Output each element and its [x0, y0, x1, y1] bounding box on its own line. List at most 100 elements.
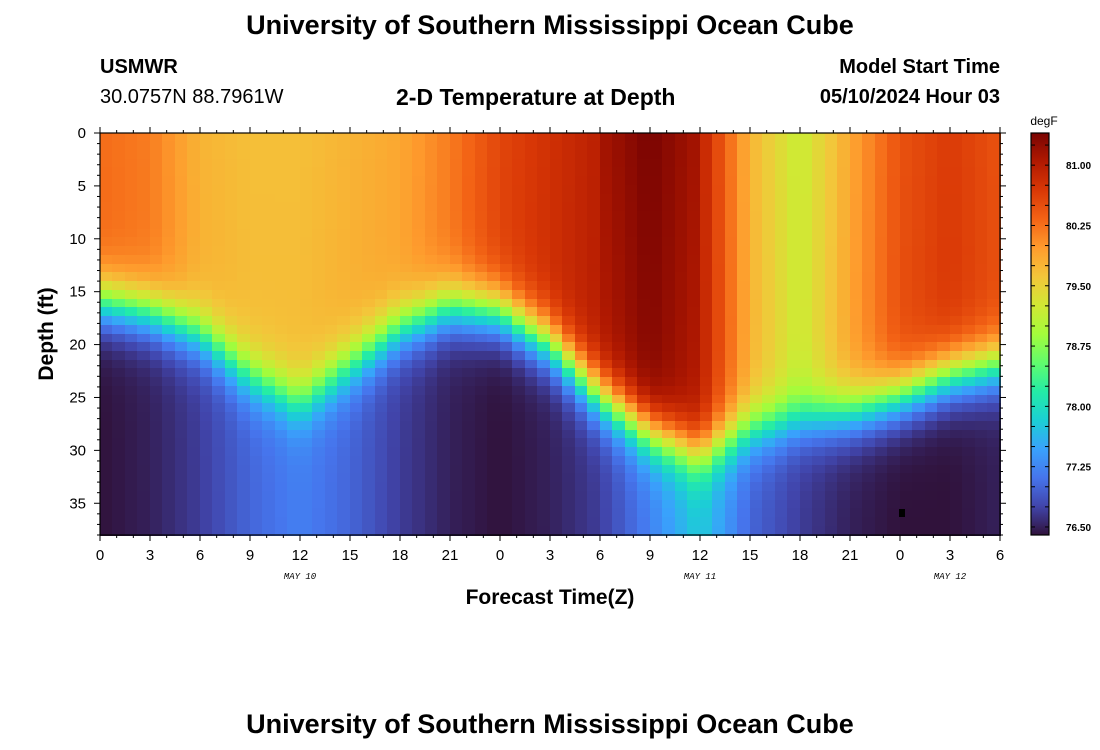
heatmap-cell: [250, 167, 264, 178]
heatmap-cell: [387, 255, 401, 266]
heatmap-cell: [425, 473, 439, 484]
heatmap-cell: [625, 334, 639, 344]
heatmap-cell: [787, 412, 801, 423]
heatmap-cell: [825, 229, 839, 239]
heatmap-cell: [200, 211, 214, 222]
heatmap-cell: [687, 377, 701, 388]
heatmap-cell: [550, 517, 564, 528]
heatmap-cell: [187, 325, 201, 335]
heatmap-cell: [875, 211, 889, 222]
heatmap-cell: [600, 500, 614, 510]
heatmap-cell: [487, 456, 501, 467]
heatmap-cell: [525, 412, 539, 423]
heatmap-cell: [550, 456, 564, 467]
heatmap-cell: [387, 430, 401, 440]
heatmap-cell: [837, 194, 851, 204]
heatmap-cell: [312, 360, 326, 370]
heatmap-cell: [550, 482, 564, 493]
heatmap-cell: [862, 395, 876, 405]
heatmap-cell: [862, 334, 876, 344]
heatmap-cell: [287, 325, 301, 335]
heatmap-cell: [200, 438, 214, 449]
y-tick-label: 25: [69, 389, 86, 406]
heatmap-cell: [225, 526, 239, 536]
heatmap-cell: [412, 133, 426, 143]
heatmap-cell: [350, 377, 364, 388]
heatmap-cell: [275, 246, 289, 257]
heatmap-cell: [375, 403, 389, 414]
heatmap-cell: [425, 299, 439, 309]
heatmap-cell: [950, 325, 964, 335]
heatmap-cell: [150, 185, 164, 196]
heatmap-cell: [237, 325, 251, 335]
heatmap-cell: [337, 482, 351, 493]
x-axis-label: Forecast Time(Z): [466, 586, 635, 609]
heatmap-cell: [462, 272, 476, 283]
heatmap-cell: [150, 167, 164, 178]
heatmap-cell: [212, 272, 226, 283]
heatmap-cell: [800, 360, 814, 370]
heatmap-cell: [825, 447, 839, 458]
heatmap-cell: [225, 255, 239, 266]
heatmap-cell: [625, 272, 639, 283]
heatmap-cell: [287, 316, 301, 327]
heatmap-cell: [650, 316, 664, 327]
heatmap-cell: [225, 220, 239, 231]
heatmap-cell: [387, 473, 401, 484]
heatmap-cell: [812, 403, 826, 414]
heatmap-cell: [587, 403, 601, 414]
heatmap-cell: [812, 508, 826, 519]
heatmap-cell: [287, 526, 301, 536]
heatmap-cell: [412, 386, 426, 397]
heatmap-cell: [125, 342, 139, 353]
heatmap-cell: [687, 342, 701, 353]
heatmap-cell: [287, 211, 301, 222]
heatmap-cell: [700, 272, 714, 283]
heatmap-cell: [125, 150, 139, 161]
heatmap-cell: [587, 220, 601, 231]
heatmap-cell: [487, 526, 501, 536]
heatmap-cell: [675, 395, 689, 405]
heatmap-cell: [475, 325, 489, 335]
heatmap-cell: [487, 351, 501, 362]
heatmap-cell: [612, 185, 626, 196]
heatmap-cell: [925, 465, 939, 475]
heatmap-cell: [800, 211, 814, 222]
heatmap-cell: [462, 246, 476, 257]
heatmap-cell: [337, 246, 351, 257]
date-label: MAY 10: [284, 572, 317, 582]
heatmap-cell: [725, 299, 739, 309]
heatmap-cell: [725, 386, 739, 397]
heatmap-cell: [787, 447, 801, 458]
heatmap-cell: [500, 465, 514, 475]
heatmap-cell: [687, 447, 701, 458]
heatmap-cell: [987, 176, 1001, 187]
heatmap-cell: [162, 386, 176, 397]
heatmap-cell: [737, 491, 751, 502]
heatmap-cell: [675, 159, 689, 169]
heatmap-cell: [962, 438, 976, 449]
heatmap-cell: [125, 325, 139, 335]
heatmap-cell: [787, 229, 801, 239]
heatmap-cell: [125, 176, 139, 187]
heatmap-cell: [600, 246, 614, 257]
heatmap-cell: [987, 272, 1001, 283]
heatmap-cell: [237, 264, 251, 274]
heatmap-cell: [537, 202, 551, 213]
heatmap-cell: [612, 517, 626, 528]
heatmap-cell: [875, 290, 889, 301]
heatmap-cell: [812, 456, 826, 467]
heatmap-cell: [937, 368, 951, 379]
heatmap-cell: [462, 438, 476, 449]
heatmap-cell: [362, 368, 376, 379]
heatmap-cell: [837, 430, 851, 440]
heatmap-cell: [750, 368, 764, 379]
heatmap-cell: [900, 185, 914, 196]
heatmap-cell: [212, 264, 226, 274]
heatmap-cell: [225, 159, 239, 169]
heatmap-cell: [725, 246, 739, 257]
heatmap-cell: [300, 185, 314, 196]
heatmap-cell: [387, 220, 401, 231]
heatmap-cell: [775, 491, 789, 502]
heatmap-cell: [487, 159, 501, 169]
